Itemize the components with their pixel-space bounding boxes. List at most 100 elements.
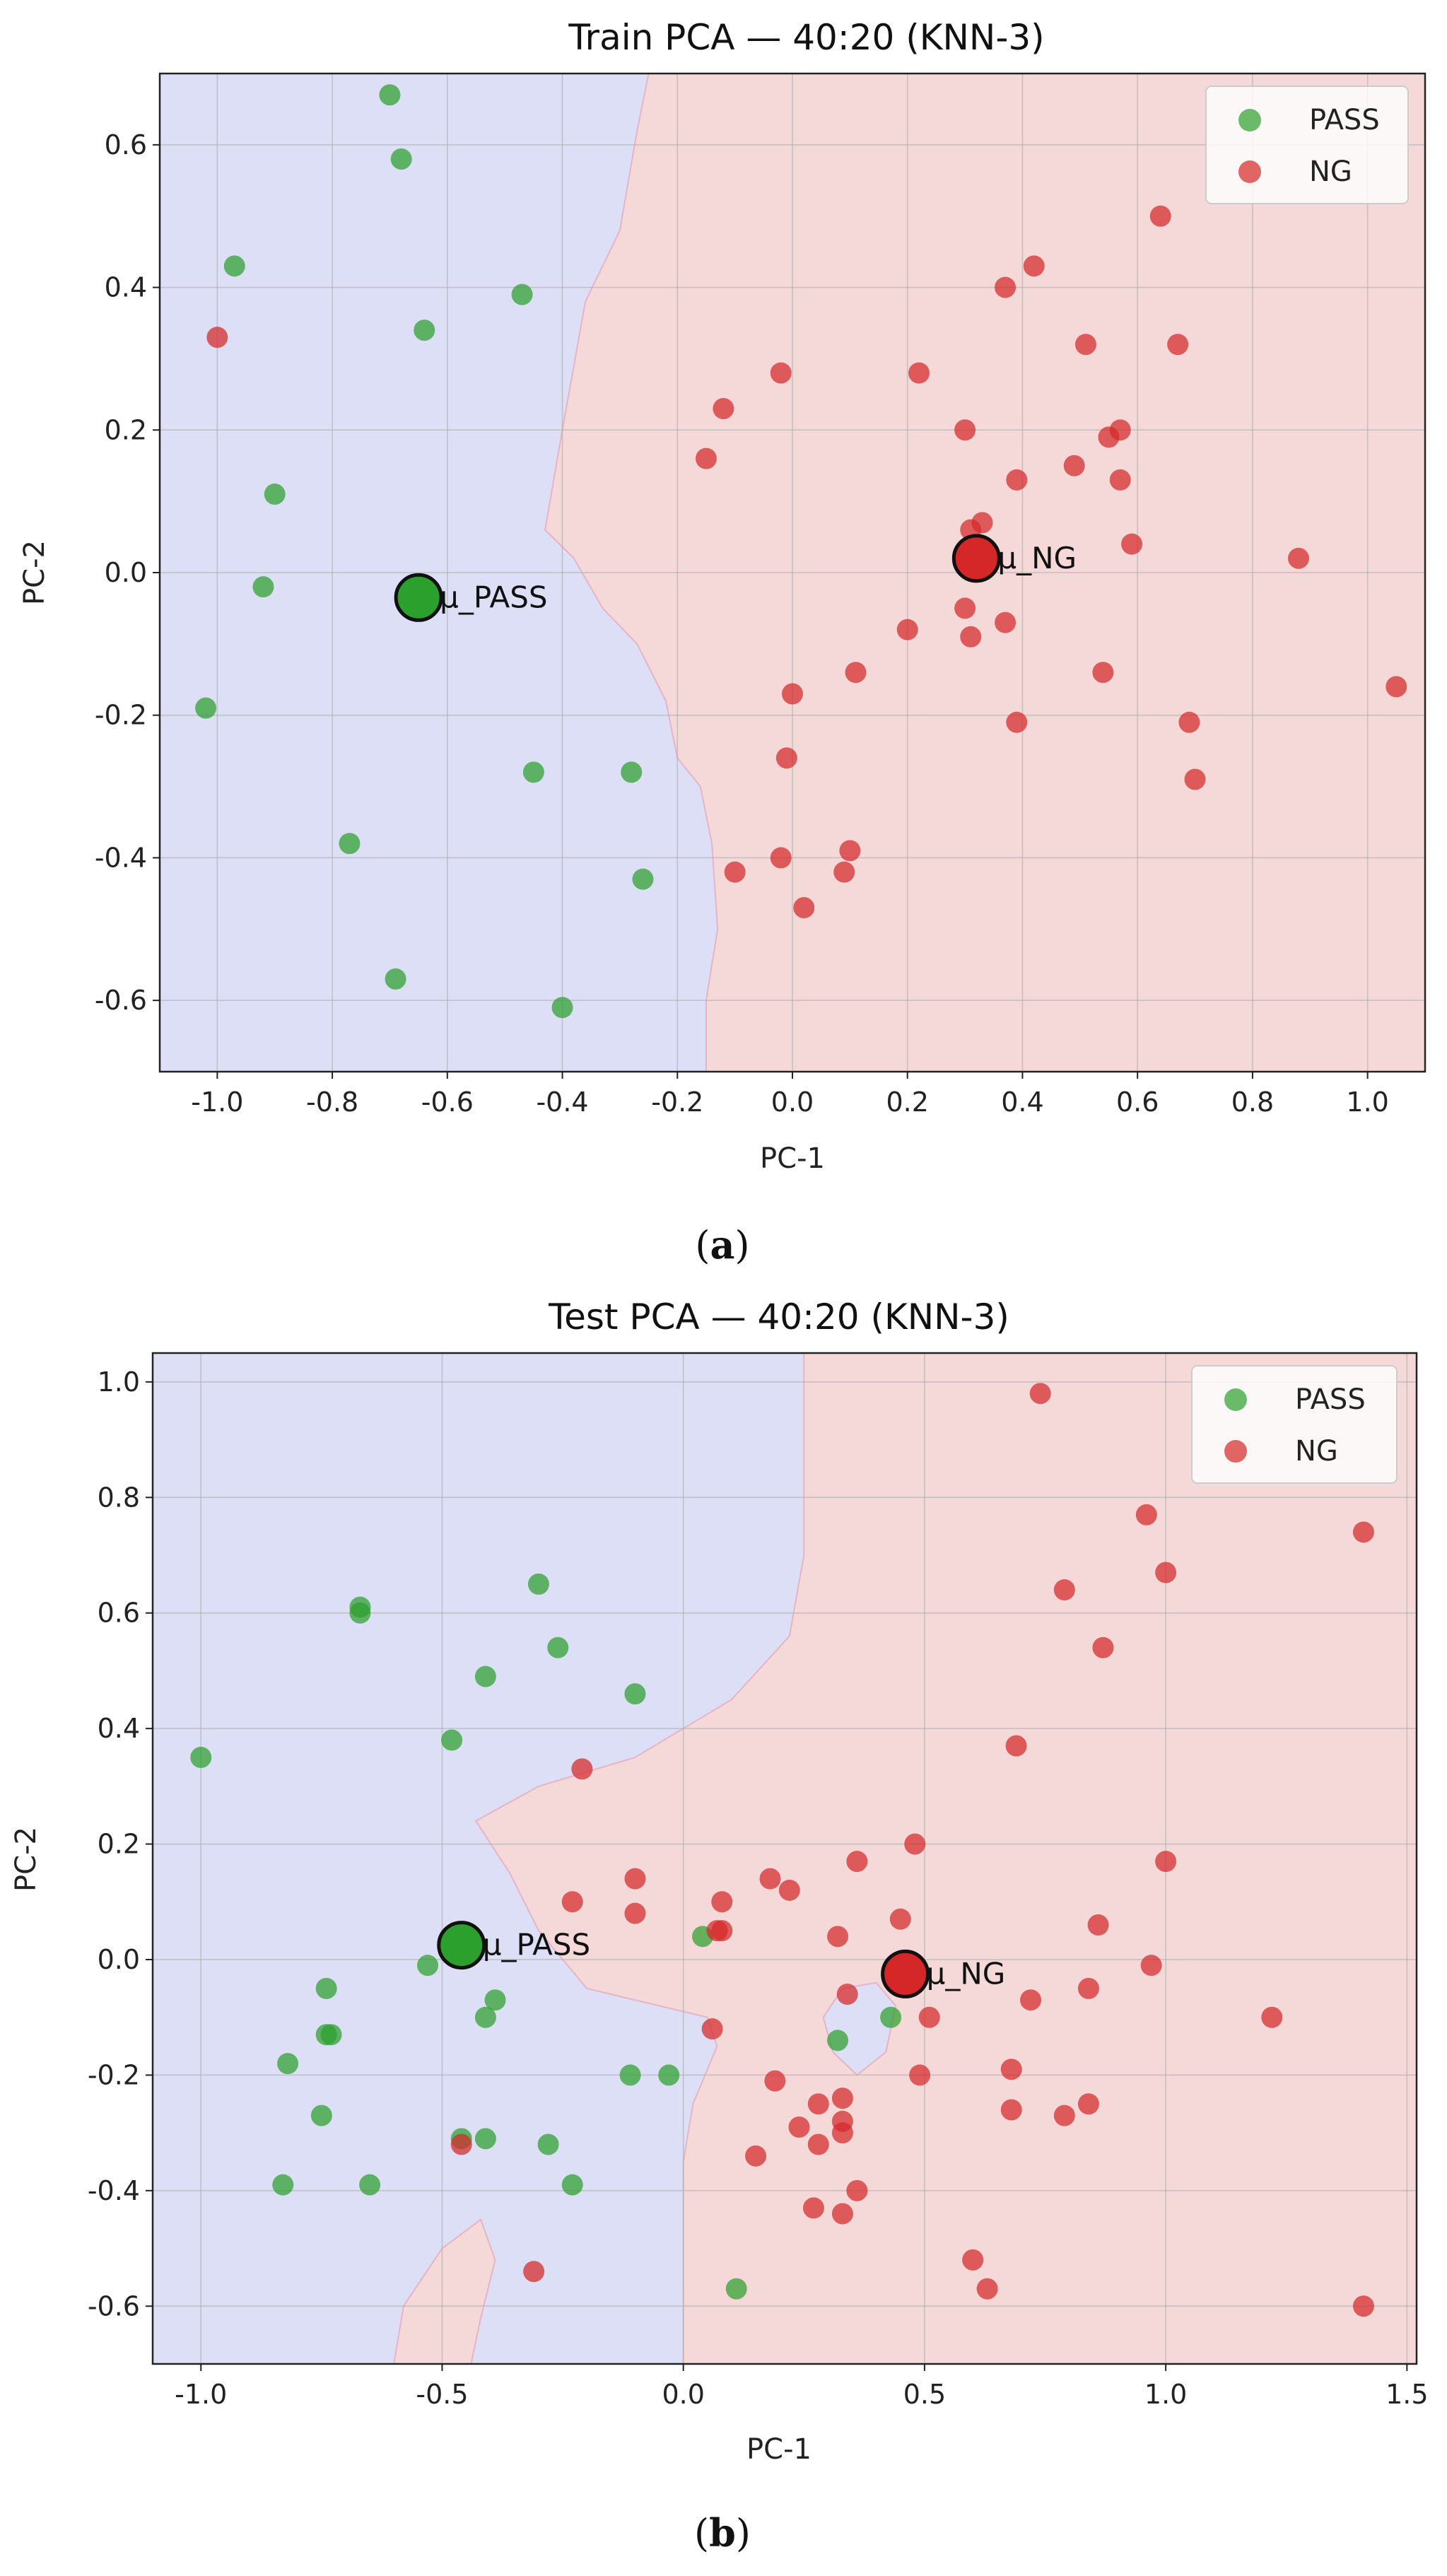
point-ng (788, 2116, 810, 2138)
point-pass (551, 997, 573, 1019)
point-ng (523, 2261, 545, 2283)
y-tick-label: -0.4 (88, 2175, 140, 2206)
y-tick-label: 0.0 (105, 557, 147, 588)
x-tick-label: -1.0 (191, 1087, 243, 1118)
point-ng (1092, 662, 1114, 684)
point-ng (571, 1758, 593, 1780)
x-tick-label: 0.2 (886, 1087, 929, 1118)
point-pass (223, 255, 245, 277)
point-pass (527, 1573, 549, 1595)
x-axis-ticks: -1.0 -0.8 -0.6 -0.4 -0.2 0.0 0.2 0.4 0.6 0.8 1.0 (191, 1072, 1389, 1118)
y-tick-label: -0.6 (88, 2290, 140, 2322)
point-pass (441, 1729, 463, 1751)
point-pass (379, 84, 401, 106)
point-ng (839, 840, 861, 862)
x-tick-label: 0.0 (771, 1087, 814, 1118)
point-pass (621, 761, 643, 783)
point-ng (962, 2249, 984, 2271)
point-pass (272, 2174, 294, 2196)
point-ng (724, 861, 746, 883)
point-ng (450, 2133, 472, 2155)
x-tick-label: 0.6 (1116, 1087, 1159, 1118)
x-tick-label: 0.5 (903, 2379, 946, 2410)
point-ng (954, 597, 976, 619)
point-pass (484, 1989, 506, 2011)
y-tick-label: -0.6 (95, 985, 147, 1016)
point-ng (1352, 1521, 1374, 1543)
point-ng (976, 2278, 998, 2300)
point-pass (632, 868, 654, 890)
y-tick-label: -0.2 (95, 700, 147, 731)
point-ng (1288, 547, 1309, 569)
x-tick-label: -0.2 (651, 1087, 703, 1118)
point-ng (1352, 2295, 1374, 2317)
point-ng (778, 1879, 800, 1901)
x-axis-label: PC-1 (746, 2433, 812, 2466)
legend-marker-ng (1224, 1440, 1247, 1463)
point-ng (1184, 768, 1206, 790)
legend-box (1191, 1365, 1398, 1484)
point-ng (770, 847, 792, 869)
region-island-ng (393, 2218, 496, 2365)
point-ng (802, 2197, 824, 2219)
point-ng (701, 2018, 723, 2040)
centroids: μ_PASS μ_NG (437, 1921, 1006, 1998)
y-tick-label: 0.8 (98, 1482, 140, 1513)
point-ng (711, 1891, 733, 1913)
point-ng (836, 1984, 858, 2006)
x-tick-label: -1.0 (175, 2379, 227, 2410)
y-tick-label: 0.6 (98, 1598, 140, 1629)
point-pass (547, 1637, 569, 1658)
point-pass (725, 2278, 747, 2300)
y-tick-label: -0.4 (95, 842, 147, 873)
plot-frame (151, 1352, 1418, 2365)
point-ng (1121, 533, 1143, 555)
point-ng (1053, 1579, 1075, 1601)
point-ng (909, 2064, 931, 2086)
x-axis-label: PC-1 (760, 1142, 825, 1175)
point-ng (896, 619, 918, 640)
point-pass (349, 1602, 371, 1624)
point-pass (320, 2024, 342, 2046)
data-points (195, 84, 1407, 1019)
point-pass (880, 2006, 902, 2028)
centroid-label: μ_NG (927, 1956, 1006, 1991)
point-ng (846, 2179, 868, 2201)
point-ng (1178, 711, 1200, 733)
point-ng (845, 662, 867, 684)
point-ng (711, 1920, 733, 1942)
point-pass (277, 2053, 299, 2075)
grid (160, 74, 1425, 1072)
x-tick-label: 0.4 (1001, 1087, 1043, 1118)
x-tick-label: 0.8 (1231, 1087, 1274, 1118)
point-ng (807, 2093, 829, 2115)
point-ng (807, 2133, 829, 2155)
point-pass (827, 2030, 849, 2051)
legend-marker-ng (1238, 160, 1261, 183)
point-ng (918, 2006, 940, 2028)
point-ng (1005, 1735, 1027, 1757)
caption-b-open: ( (694, 2511, 709, 2555)
centroids: μ_PASS μ_NG (394, 534, 1077, 622)
caption-b-text: (b) (694, 2510, 751, 2555)
point-ng (561, 1891, 583, 1913)
centroid-label: μ_PASS (483, 1928, 590, 1962)
point-ng (1092, 1637, 1114, 1658)
point-ng (995, 276, 1017, 298)
point-ng (713, 398, 734, 420)
y-axis-label: PC-2 (10, 1827, 42, 1892)
point-ng (745, 2145, 767, 2167)
point-ng (1077, 2093, 1099, 2115)
point-pass (190, 1747, 212, 1768)
x-tick-label: -0.8 (306, 1087, 358, 1118)
point-pass (561, 2174, 583, 2196)
point-ng (764, 2070, 786, 2092)
point-ng (831, 2122, 853, 2144)
point-ng (782, 683, 803, 705)
point-pass (252, 576, 274, 598)
data-points (190, 1383, 1374, 2317)
point-ng (1000, 2059, 1022, 2080)
y-tick-label: 0.2 (105, 414, 147, 445)
point-ng (1155, 1562, 1177, 1583)
